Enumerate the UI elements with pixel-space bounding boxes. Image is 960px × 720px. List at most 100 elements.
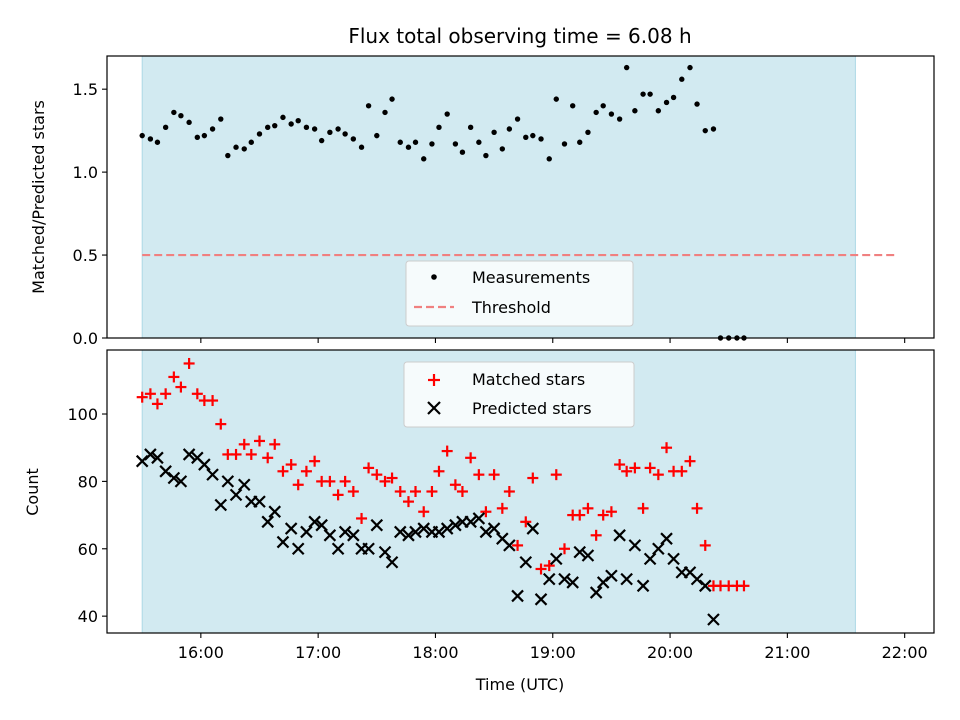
legend-predicted-label: Predicted stars	[472, 399, 592, 418]
matched-stars-point	[629, 462, 641, 474]
measurement-point	[530, 132, 536, 139]
measurement-point	[632, 108, 638, 114]
predicted-stars-point	[370, 518, 384, 532]
measurement-point	[265, 124, 271, 131]
x-tick-label: 16:00	[178, 643, 224, 662]
measurement-point	[459, 149, 466, 155]
measurement-point	[288, 121, 294, 127]
y-tick-label: 1.0	[73, 163, 98, 182]
matched-stars-point	[175, 381, 187, 393]
matched-stars-point	[644, 462, 656, 474]
count-marks	[135, 357, 750, 626]
measurement-point	[452, 141, 459, 147]
measurement-point	[444, 111, 450, 117]
matched-stars-point	[168, 371, 180, 383]
predicted-stars-point	[449, 518, 462, 532]
measurement-point	[295, 117, 301, 124]
matched-stars-point	[277, 465, 289, 477]
measurement-point	[178, 113, 184, 119]
matched-stars-point	[160, 388, 172, 400]
matched-stars-point	[347, 486, 359, 497]
matched-stars-point	[324, 475, 336, 487]
measurement-point	[623, 64, 630, 71]
measurement-point	[421, 156, 427, 162]
measurement-point	[412, 139, 419, 145]
matched-stars-point	[614, 459, 626, 471]
legend-threshold-label: Threshold	[471, 298, 551, 317]
matched-stars-point	[402, 496, 414, 508]
measurement-point	[162, 124, 169, 131]
predicted-stars-point	[511, 589, 524, 603]
matched-stars-point	[230, 448, 242, 460]
matched-stars-point	[465, 452, 477, 464]
measurement-point	[382, 109, 388, 116]
predicted-stars-point	[151, 451, 164, 465]
predicted-stars-point	[464, 515, 477, 529]
matched-stars-point	[363, 462, 375, 474]
predicted-stars-point	[660, 532, 673, 545]
measurement-point	[491, 129, 497, 136]
y-tick-label: 40	[78, 607, 98, 626]
matched-stars-point	[621, 465, 633, 477]
predicted-stars-point	[338, 525, 352, 539]
count-legend-box	[403, 361, 635, 428]
measurement-point	[679, 76, 685, 82]
predicted-stars-point	[542, 572, 556, 586]
predicted-stars-point	[300, 525, 313, 539]
matched-stars-point	[691, 502, 703, 514]
predicted-stars-point	[605, 569, 618, 583]
matched-stars-point	[300, 465, 312, 477]
predicted-stars-point	[440, 522, 454, 535]
predicted-stars-point	[620, 572, 633, 586]
matched-stars-point	[550, 469, 562, 481]
measurement-point	[365, 103, 372, 109]
measurement-point	[546, 156, 552, 162]
matched-stars-point	[245, 448, 257, 460]
x-tick-label: 17:00	[295, 643, 341, 662]
measurement-point	[523, 134, 529, 140]
matched-stars-point	[441, 445, 453, 457]
matched-stars-point	[652, 469, 664, 481]
predicted-stars-point	[643, 552, 657, 566]
matched-stars-point	[339, 475, 351, 487]
measurement-point	[514, 116, 521, 122]
predicted-stars-point	[432, 525, 446, 539]
count-y-ticks: 40 60 80 100	[67, 405, 107, 626]
measurement-point	[483, 152, 489, 159]
predicted-stars-point	[581, 549, 595, 562]
predicted-stars-point	[261, 515, 274, 529]
predicted-stars-point	[417, 522, 431, 535]
measurement-point	[670, 94, 677, 101]
count-legend: Matched stars Predicted stars	[403, 361, 635, 428]
predicted-stars-point	[487, 522, 501, 535]
predicted-stars-point	[613, 529, 626, 542]
matched-stars-point	[269, 438, 281, 450]
predicted-stars-point	[385, 555, 399, 569]
matched-stars-point	[488, 469, 500, 481]
matched-stars-point	[661, 442, 673, 454]
count-x-ticks: 16:00 17:00 18:00 19:00 20:00 21:00 22:00	[178, 633, 928, 662]
ratio-y-axis-label: Matched/Predicted stars	[29, 100, 48, 294]
matched-stars-point	[207, 395, 219, 407]
matched-stars-point	[136, 391, 148, 403]
predicted-stars-point	[331, 542, 345, 556]
ratio-marks	[139, 64, 897, 341]
ratio-subplot: 0.0 0.5 1.0 1.5 Matched/Predicted stars Mea…	[29, 55, 935, 348]
predicted-stars-point	[479, 525, 493, 539]
predicted-stars-point	[182, 448, 196, 461]
matched-stars-point	[574, 509, 586, 521]
count-subplot: 40 60 80 100 16:00 17:00 18:00 19:00 20:00 21:00…	[23, 349, 935, 694]
measurement-point	[577, 139, 583, 145]
matched-stars-point	[386, 472, 398, 484]
measurement-point	[570, 103, 576, 109]
measurement-point	[171, 109, 177, 116]
measurement-point	[538, 136, 544, 142]
y-tick-label: 1.5	[73, 80, 98, 99]
measurement-point	[429, 141, 435, 147]
measurement-point	[241, 146, 247, 152]
measurement-point	[616, 116, 623, 122]
predicted-stars-point	[276, 535, 290, 549]
y-tick-label: 80	[78, 472, 98, 491]
measurement-point	[201, 132, 208, 139]
matched-stars-point	[456, 486, 468, 497]
